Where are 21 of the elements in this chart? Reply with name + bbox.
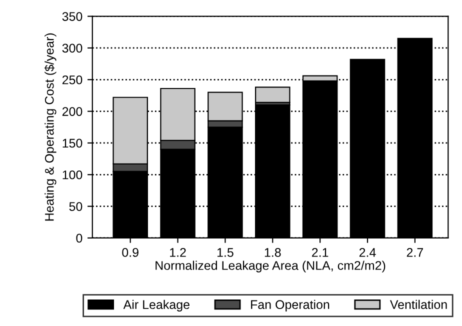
x-tick-label: 2.1 bbox=[312, 248, 328, 257]
y-tick-label: 300 bbox=[62, 44, 82, 53]
x-tick-label: 1.2 bbox=[170, 248, 186, 257]
legend-label: Ventilation bbox=[390, 300, 447, 310]
x-tick-label: 2.4 bbox=[359, 248, 376, 257]
y-tick-label: 200 bbox=[62, 107, 82, 116]
y-tick-label: 0 bbox=[76, 234, 82, 243]
y-tick-label: 250 bbox=[62, 75, 82, 84]
y-tick-label: 100 bbox=[62, 170, 82, 180]
x-axis-title: Normalized Leakage Area (NLA, cm2/m2) bbox=[156, 260, 386, 272]
y-tick-label: 350 bbox=[62, 12, 82, 21]
bar bbox=[255, 86, 290, 103]
legend-label: Fan Operation bbox=[251, 300, 330, 312]
y-tick-label: 150 bbox=[62, 138, 82, 148]
x-tick-label: 1.5 bbox=[217, 248, 234, 257]
y-axis-title: Heating & Operating Cost ($/year) bbox=[44, 33, 56, 221]
x-tick-label: 2.7 bbox=[406, 248, 423, 257]
x-tick-label: 1.8 bbox=[264, 248, 281, 257]
legend-label: Air Leakage bbox=[123, 300, 190, 312]
x-tick-label: 0.9 bbox=[122, 248, 138, 257]
y-tick-label: 50 bbox=[69, 202, 82, 211]
